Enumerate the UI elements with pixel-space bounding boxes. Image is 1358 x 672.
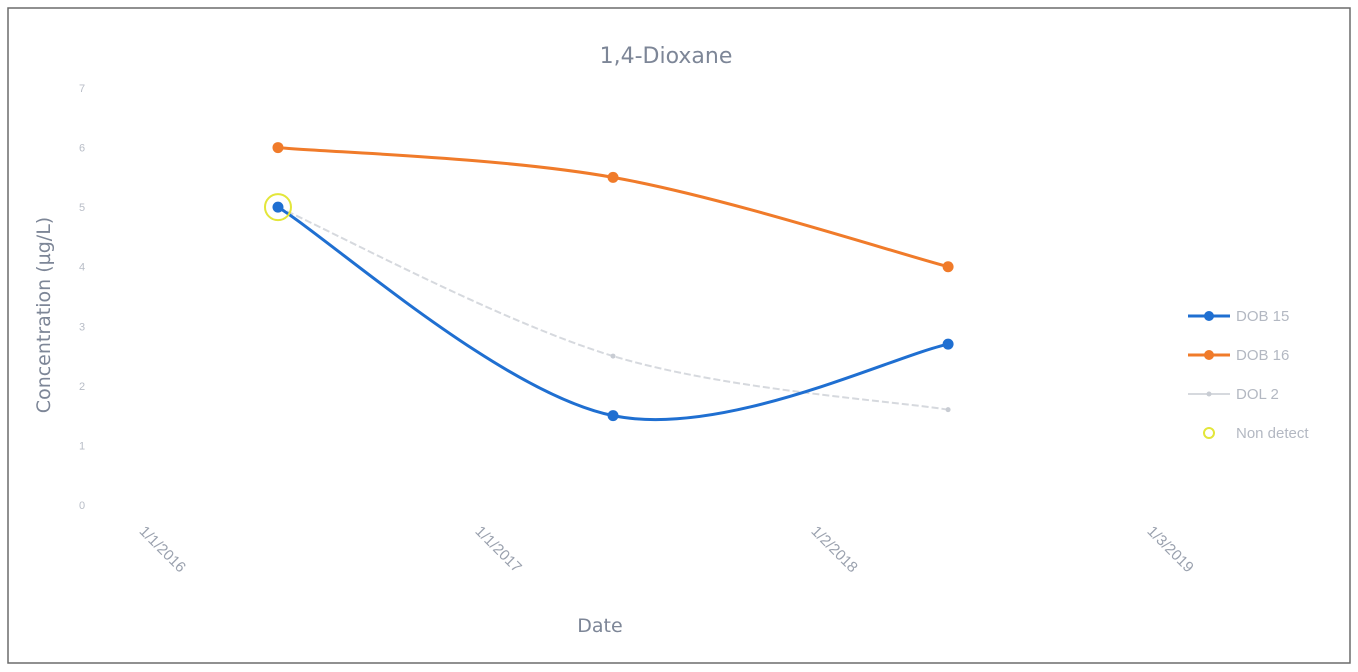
data-point bbox=[272, 201, 284, 213]
legend-swatch-marker bbox=[1204, 311, 1214, 321]
y-tick-label: 0 bbox=[79, 500, 85, 512]
legend-label: DOL 2 bbox=[1236, 386, 1279, 403]
legend: DOB 15 DOB 16 DOL 2 Non detect bbox=[1188, 308, 1309, 442]
legend-swatch-marker bbox=[1203, 427, 1215, 439]
y-tick-label: 2 bbox=[79, 381, 85, 393]
data-point bbox=[610, 353, 616, 359]
chart-title: 1,4-Dioxane bbox=[600, 44, 733, 69]
legend-label: Non detect bbox=[1236, 425, 1309, 442]
data-point bbox=[942, 338, 954, 350]
chart-frame bbox=[7, 7, 1351, 664]
x-axis-title: Date bbox=[577, 615, 622, 637]
data-point bbox=[945, 407, 951, 413]
y-ticks: 0 1 2 3 4 5 6 7 bbox=[79, 83, 85, 512]
data-point bbox=[942, 261, 954, 273]
y-tick-label: 6 bbox=[79, 143, 85, 155]
data-point bbox=[607, 410, 619, 422]
data-point bbox=[272, 142, 284, 154]
legend-label: DOB 16 bbox=[1236, 347, 1289, 364]
non-detect-marker bbox=[263, 193, 292, 222]
y-axis-title: Concentration (µg/L) bbox=[33, 217, 55, 413]
data-point bbox=[607, 171, 619, 183]
y-tick-label: 4 bbox=[79, 262, 85, 274]
y-tick-label: 1 bbox=[79, 440, 85, 452]
series-layer bbox=[263, 142, 954, 422]
legend-swatch-marker bbox=[1204, 350, 1214, 360]
legend-swatch-marker bbox=[1206, 391, 1212, 397]
y-tick-label: 7 bbox=[79, 83, 85, 95]
legend-label: DOB 15 bbox=[1236, 308, 1289, 325]
y-tick-label: 5 bbox=[79, 202, 85, 214]
y-tick-label: 3 bbox=[79, 321, 85, 333]
